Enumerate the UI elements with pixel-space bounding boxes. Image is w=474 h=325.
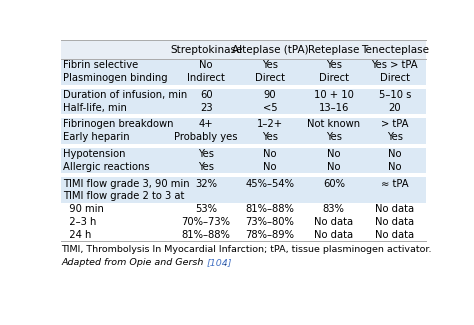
Text: No: No [327,149,340,159]
Text: [104]: [104] [207,258,232,267]
Text: 78%–89%: 78%–89% [246,229,294,240]
Bar [61,88,426,101]
Bar [61,190,426,203]
Text: Half-life, min: Half-life, min [64,103,127,113]
Text: No data: No data [314,229,353,240]
Text: 70%–73%: 70%–73% [182,217,230,227]
Text: 60: 60 [200,90,212,100]
Text: Duration of infusion, min: Duration of infusion, min [64,90,188,100]
Text: 81%–88%: 81%–88% [246,204,294,214]
Text: 13–16: 13–16 [319,103,349,113]
Text: 90: 90 [264,90,276,100]
Bar [61,173,426,177]
Text: Yes: Yes [198,149,214,159]
Text: 32%: 32% [195,178,217,188]
Text: Yes: Yes [262,60,278,71]
Text: 5–10 s: 5–10 s [379,90,411,100]
Text: Hypotension: Hypotension [64,149,126,159]
Text: 4+: 4+ [199,120,213,129]
Bar [61,84,426,88]
Text: No: No [327,162,340,172]
Text: 73%–80%: 73%–80% [246,217,294,227]
Text: 83%: 83% [323,204,345,214]
Text: Yes: Yes [387,132,403,142]
Text: Yes: Yes [262,132,278,142]
Text: 20: 20 [389,103,401,113]
Text: No data: No data [375,217,414,227]
Text: No: No [263,162,277,172]
Text: 81%–88%: 81%–88% [182,229,230,240]
Bar [61,144,426,148]
Text: No: No [388,149,401,159]
Text: 10 + 10: 10 + 10 [314,90,354,100]
Text: 1–2+: 1–2+ [257,120,283,129]
Text: Yes: Yes [326,132,342,142]
Text: No: No [200,60,213,71]
Text: Allergic reactions: Allergic reactions [64,162,150,172]
Bar [61,228,426,241]
Text: Yes > tPA: Yes > tPA [372,60,418,71]
Bar [61,59,426,72]
Text: TIMI, Thrombolysis In Myocardial Infarction; tPA, tissue plasminogen activator.: TIMI, Thrombolysis In Myocardial Infarct… [61,245,432,254]
Text: 53%: 53% [195,204,217,214]
Text: No data: No data [314,217,353,227]
Bar [61,72,426,84]
Bar [61,118,426,131]
Text: Reteplase: Reteplase [308,45,359,55]
Bar [61,148,426,160]
Text: .: . [223,258,226,267]
Bar [61,114,426,118]
Text: Direct: Direct [255,73,285,83]
Text: Alteplase (tPA): Alteplase (tPA) [232,45,308,55]
Bar [61,160,426,173]
Bar [61,101,426,114]
Text: 45%–54%: 45%–54% [246,178,294,188]
Bar [61,215,426,228]
Text: Early heparin: Early heparin [64,132,130,142]
Bar [61,177,426,190]
Text: 24 h: 24 h [64,229,91,240]
Bar [61,131,426,144]
Text: Yes: Yes [198,162,214,172]
Text: TIMI flow grade 3, 90 min: TIMI flow grade 3, 90 min [64,178,190,188]
Text: Yes: Yes [326,60,342,71]
Text: Plasminogen binding: Plasminogen binding [64,73,168,83]
Text: Indirect: Indirect [187,73,225,83]
Text: ≈ tPA: ≈ tPA [381,178,409,188]
Text: Adapted from Opie and Gersh: Adapted from Opie and Gersh [61,258,207,267]
Text: Tenecteplase: Tenecteplase [361,45,429,55]
Text: Direct: Direct [380,73,410,83]
Text: 60%: 60% [323,178,345,188]
Text: Fibrin selective: Fibrin selective [64,60,138,71]
Text: 23: 23 [200,103,212,113]
Text: No data: No data [375,229,414,240]
Text: Probably yes: Probably yes [174,132,238,142]
Text: > tPA: > tPA [381,120,409,129]
Bar [61,203,426,215]
Text: Fibrinogen breakdown: Fibrinogen breakdown [64,120,174,129]
Text: 2–3 h: 2–3 h [64,217,97,227]
Text: No: No [263,149,277,159]
Text: Streptokinase: Streptokinase [170,45,242,55]
Text: 90 min: 90 min [64,204,104,214]
Text: <5: <5 [263,103,277,113]
Text: No data: No data [375,204,414,214]
Text: No: No [388,162,401,172]
Bar [61,40,426,59]
Text: Not known: Not known [307,120,360,129]
Text: Direct: Direct [319,73,349,83]
Text: TIMI flow grade 2 to 3 at: TIMI flow grade 2 to 3 at [64,191,185,201]
